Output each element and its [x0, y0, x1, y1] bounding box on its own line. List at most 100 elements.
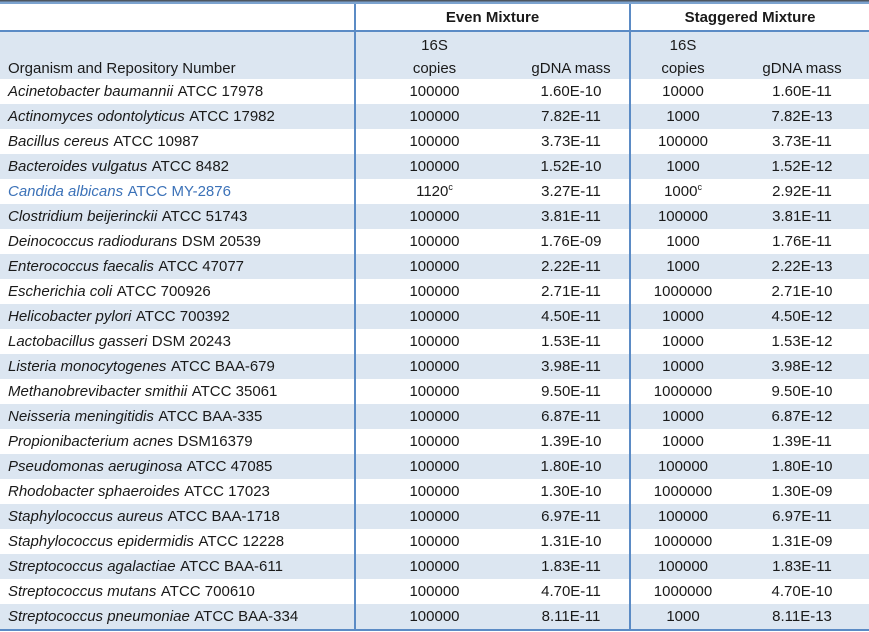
cell-value: 1000: [666, 158, 700, 175]
even-gdna-mass-cell: 3.81E-11: [513, 204, 630, 229]
cell-value: 3.81E-11: [772, 208, 832, 225]
staggered-copies-cell: 1000c: [629, 179, 735, 204]
cell-value: 6.97E-11: [541, 508, 601, 525]
table-row: Propionibacterium acnes DSM16379 100000 1.3…: [0, 429, 869, 454]
organism-name: Staphylococcus epidermidis: [8, 533, 194, 550]
even-copies-cell: 100000: [354, 354, 513, 379]
organism-name: Rhodobacter sphaeroides: [8, 483, 180, 500]
even-copies-cell: 100000: [354, 504, 513, 529]
staggered-gdna-mass-cell: 1.53E-12: [735, 329, 869, 354]
table-row: Bacteroides vulgatus ATCC 8482 100000 1.52E…: [0, 154, 869, 179]
staggered-gdna-mass-cell: 1.80E-10: [735, 454, 869, 479]
organism-cell: Methanobrevibacter smithii ATCC 35061: [0, 379, 355, 404]
organism-cell: Rhodobacter sphaeroides ATCC 17023: [0, 479, 355, 504]
organism-name: Pseudomonas aeruginosa: [8, 458, 183, 475]
cell-value: 1000000: [653, 483, 713, 500]
repository-number: ATCC 17023: [184, 483, 270, 500]
staggered-copies-cell: 10000: [629, 404, 735, 429]
cell-value: 1.80E-10: [540, 458, 602, 475]
cell-value: 10000: [662, 433, 704, 450]
organism-name: Candida albicans: [8, 183, 124, 200]
repository-number: ATCC 35061: [191, 383, 278, 400]
subheader-spacer: [513, 31, 630, 54]
even-mixture-group-header: Even Mixture: [354, 4, 630, 32]
even-gdna-mass-cell: 1.80E-10: [513, 454, 630, 479]
staggered-gdna-mass-cell: 9.50E-10: [735, 379, 869, 404]
staggered-copies-cell: 1000000: [629, 279, 735, 304]
even-gdna-mass-cell: 7.82E-11: [513, 104, 630, 129]
organism-cell: Deinococcus radiodurans DSM 20539: [0, 229, 355, 254]
staggered-gdna-mass-cell: 1.52E-12: [735, 154, 869, 179]
staggered-gdna-mass-cell: 1.39E-11: [735, 429, 869, 454]
even-copies-cell: 100000: [354, 79, 513, 104]
even-copies-cell: 100000: [354, 454, 513, 479]
subheader-row-16s: 16S 16S: [0, 31, 869, 54]
cell-value: 1000000: [653, 383, 713, 400]
table-row: Actinomyces odontolyticus ATCC 17982 10000…: [0, 104, 869, 129]
organism-cell: Streptococcus agalactiae ATCC BAA-611: [0, 554, 355, 579]
table-row: Helicobacter pylori ATCC 700392 100000 4.50…: [0, 304, 869, 329]
cell-value: 7.82E-11: [541, 108, 601, 125]
repository-number: ATCC BAA-1718: [167, 508, 280, 525]
organism-name: Actinomyces odontolyticus: [8, 108, 185, 125]
cell-value: 1.39E-11: [772, 433, 832, 450]
repository-number: ATCC 17982: [189, 108, 275, 125]
cell-value: 1.80E-10: [771, 458, 833, 475]
table-row: Staphylococcus epidermidis ATCC 12228 1000…: [0, 529, 869, 554]
staggered-copies-cell: 1000: [629, 604, 735, 630]
even-copies-cell: 100000: [354, 129, 513, 154]
organism-name: Enterococcus faecalis: [8, 258, 154, 275]
cell-value: 2.71E-10: [771, 283, 833, 300]
cell-value: 1.60E-11: [772, 83, 832, 100]
even-copies-cell: 100000: [354, 379, 513, 404]
table-row: Lactobacillus gasseri DSM 20243 100000 1.53…: [0, 329, 869, 354]
footnote-marker: c: [448, 182, 453, 192]
cell-value: 10000: [662, 358, 704, 375]
staggered-mixture-group-header: Staggered Mixture: [629, 4, 869, 32]
table-row: Acinetobacter baumannii ATCC 17978 100000 1…: [0, 79, 869, 104]
staggered-copies-cell: 10000: [629, 329, 735, 354]
even-gdna-mass-cell: 8.11E-11: [513, 604, 630, 630]
cell-value: 1.31E-09: [771, 533, 833, 550]
repository-number: DSM 20243: [151, 333, 231, 350]
organism-cell: Bacillus cereus ATCC 10987: [0, 129, 355, 154]
staggered-copies-cell: 100000: [629, 129, 735, 154]
staggered-copies-cell: 1000000: [629, 529, 735, 554]
staggered-gdna-mass-cell: 2.22E-13: [735, 254, 869, 279]
even-copies-cell: 100000: [354, 529, 513, 554]
staggered-gdna-mass-cell: 4.70E-10: [735, 579, 869, 604]
even-16s-label: 16S: [354, 31, 513, 54]
organism-name: Listeria monocytogenes: [8, 358, 167, 375]
cell-value: 1000: [664, 183, 698, 200]
repository-number: DSM 20539: [181, 233, 261, 250]
cell-value: 100000: [409, 208, 460, 225]
staggered-copies-cell: 1000000: [629, 379, 735, 404]
table-row: Streptococcus pneumoniae ATCC BAA-334 1000…: [0, 604, 869, 630]
cell-value: 100000: [409, 358, 460, 375]
even-copies-cell: 100000: [354, 579, 513, 604]
table-row: Neisseria meningitidis ATCC BAA-335 100000…: [0, 404, 869, 429]
cell-value: 10000: [662, 83, 704, 100]
even-copies-cell: 100000: [354, 404, 513, 429]
repository-number: ATCC 12228: [198, 533, 285, 550]
cell-value: 1000000: [653, 583, 713, 600]
staggered-gdna-mass-cell: 3.98E-12: [735, 354, 869, 379]
staggered-copies-cell: 10000: [629, 429, 735, 454]
cell-value: 3.81E-11: [541, 208, 601, 225]
even-gdna-mass-cell: 1.83E-11: [513, 554, 630, 579]
table-row: Enterococcus faecalis ATCC 47077 100000 2.2…: [0, 254, 869, 279]
table-row: Deinococcus radiodurans DSM 20539 100000 1.…: [0, 229, 869, 254]
cell-value: 1.76E-09: [540, 233, 602, 250]
cell-value: 1.60E-10: [540, 83, 602, 100]
repository-number: ATCC MY-2876: [127, 183, 231, 200]
organism-cell: Candida albicans ATCC MY-2876: [0, 179, 355, 204]
repository-number: ATCC 47085: [186, 458, 273, 475]
cell-value: 4.50E-11: [541, 308, 601, 325]
repository-number: ATCC 10987: [113, 133, 199, 150]
cell-value: 4.70E-11: [541, 583, 601, 600]
even-copies-column-header: copies: [354, 54, 513, 79]
table-row: Pseudomonas aeruginosa ATCC 47085 100000 1.…: [0, 454, 869, 479]
table-row: Methanobrevibacter smithii ATCC 35061 1000…: [0, 379, 869, 404]
cell-value: 100000: [409, 508, 460, 525]
organism-name: Clostridium beijerinckii: [8, 208, 158, 225]
